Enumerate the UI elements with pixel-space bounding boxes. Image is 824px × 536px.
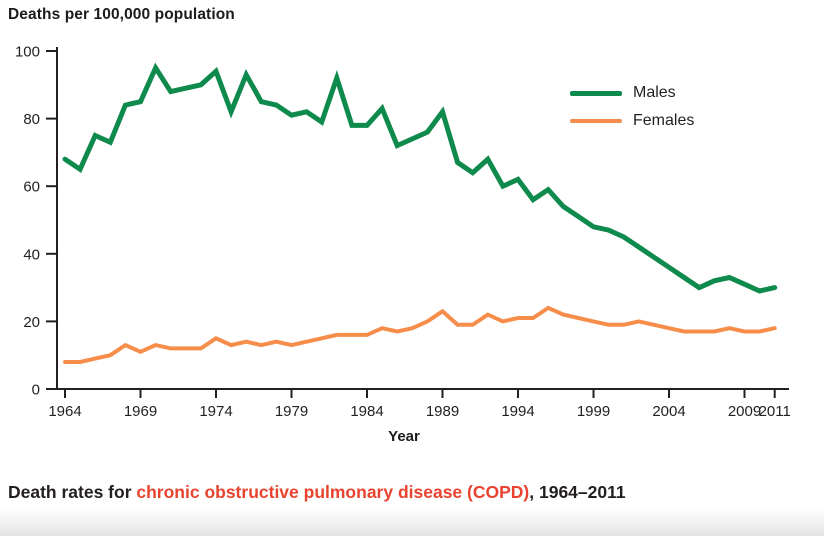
chart-legend: Males Females bbox=[570, 79, 790, 135]
x-tick-label: 1964 bbox=[48, 403, 81, 420]
x-tick-label: 1999 bbox=[577, 403, 610, 420]
x-tick-label: 1984 bbox=[350, 403, 383, 420]
y-tick-label: 20 bbox=[23, 314, 40, 331]
males-line bbox=[62, 62, 778, 294]
caption-prefix: Death rates for bbox=[8, 482, 137, 502]
legend-label-females: Females bbox=[633, 112, 695, 129]
y-tick-label: 80 bbox=[23, 111, 40, 128]
legend-label-males: Males bbox=[633, 84, 676, 101]
figure-caption: Death rates for chronic obstructive pulm… bbox=[8, 482, 818, 503]
y-tick-label: 0 bbox=[32, 382, 40, 399]
y-tick-label: 60 bbox=[23, 179, 40, 196]
x-tick-label: 2011 bbox=[759, 403, 791, 420]
chart-title: Deaths per 100,000 population bbox=[8, 6, 235, 23]
x-axis-title: Year bbox=[388, 428, 420, 445]
x-tick-label: 1969 bbox=[124, 403, 157, 420]
x-tick-label: 1974 bbox=[199, 403, 232, 420]
x-tick-label: 2004 bbox=[652, 403, 685, 420]
legend-item-males: Males bbox=[570, 79, 790, 107]
caption-suffix: , 1964–2011 bbox=[529, 482, 626, 502]
x-tick-label: 1989 bbox=[426, 403, 459, 420]
footer-gradient-strip bbox=[0, 506, 824, 536]
x-tick-label: 2009 bbox=[728, 403, 761, 420]
caption-highlight: chronic obstructive pulmonary disease (C… bbox=[136, 482, 530, 502]
x-tick-label: 1979 bbox=[275, 403, 308, 420]
females-line-swatch bbox=[570, 119, 622, 123]
y-tick-label: 100 bbox=[15, 44, 40, 61]
y-tick-label: 40 bbox=[23, 246, 40, 263]
males-line-swatch bbox=[570, 90, 622, 96]
x-tick-label: 1994 bbox=[501, 403, 534, 420]
females-line bbox=[63, 305, 777, 364]
legend-item-females: Females bbox=[570, 107, 790, 135]
line-chart: 0 20 40 60 80 100 1964 1969 1974 1979 1984 1989 1994… bbox=[15, 44, 791, 446]
